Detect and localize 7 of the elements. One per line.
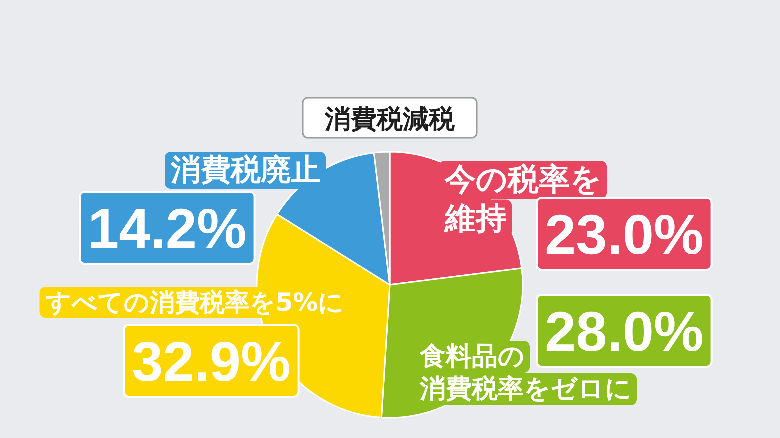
data-label: 14.2%	[88, 197, 247, 260]
slice-label: すべての消費税率を5%に	[44, 288, 344, 317]
data-label: 23.0%	[545, 203, 704, 266]
data-label: 32.9%	[132, 330, 291, 393]
title: 消費税減税	[302, 97, 478, 139]
slice-label: 消費税廃止	[170, 153, 321, 188]
chart-title: 消費税減税	[324, 105, 456, 135]
